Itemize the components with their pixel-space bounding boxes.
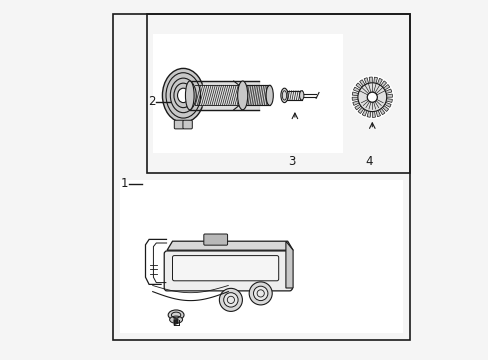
FancyBboxPatch shape (152, 34, 343, 153)
Ellipse shape (162, 68, 204, 122)
Ellipse shape (169, 316, 182, 323)
Wedge shape (364, 78, 368, 85)
Wedge shape (385, 94, 392, 97)
Ellipse shape (177, 88, 189, 103)
Wedge shape (378, 107, 384, 114)
Text: 1: 1 (121, 177, 128, 190)
Wedge shape (376, 78, 382, 86)
Wedge shape (375, 109, 380, 117)
FancyBboxPatch shape (183, 120, 192, 129)
Text: 4: 4 (364, 155, 372, 168)
Wedge shape (362, 108, 367, 116)
Wedge shape (351, 92, 359, 96)
Circle shape (349, 75, 393, 119)
Ellipse shape (357, 83, 386, 112)
Wedge shape (359, 80, 365, 87)
Ellipse shape (253, 286, 267, 301)
Wedge shape (368, 77, 371, 84)
Ellipse shape (299, 91, 303, 100)
FancyBboxPatch shape (164, 251, 292, 291)
Wedge shape (366, 110, 370, 117)
Wedge shape (384, 99, 391, 102)
Ellipse shape (249, 282, 272, 305)
Wedge shape (384, 89, 391, 94)
Wedge shape (371, 110, 375, 117)
Ellipse shape (174, 83, 192, 108)
Ellipse shape (280, 88, 287, 103)
Circle shape (366, 92, 377, 102)
Wedge shape (353, 87, 360, 93)
Ellipse shape (166, 73, 200, 118)
Ellipse shape (265, 85, 273, 105)
Ellipse shape (219, 288, 242, 311)
Ellipse shape (237, 81, 247, 110)
FancyBboxPatch shape (203, 234, 227, 245)
Wedge shape (382, 85, 389, 91)
Wedge shape (352, 100, 360, 105)
Wedge shape (381, 105, 388, 112)
Ellipse shape (170, 78, 196, 113)
Wedge shape (355, 83, 363, 90)
Wedge shape (357, 106, 364, 113)
Wedge shape (354, 104, 362, 110)
Wedge shape (379, 81, 386, 88)
Ellipse shape (185, 81, 194, 110)
Bar (113, 14, 409, 340)
Wedge shape (383, 102, 390, 107)
FancyBboxPatch shape (172, 256, 278, 281)
Wedge shape (373, 77, 377, 85)
Ellipse shape (168, 310, 183, 320)
Ellipse shape (223, 293, 238, 307)
Text: 2: 2 (147, 95, 155, 108)
FancyBboxPatch shape (174, 120, 183, 129)
Polygon shape (167, 241, 292, 250)
FancyBboxPatch shape (120, 180, 402, 333)
Polygon shape (285, 241, 292, 288)
Bar (147, 14, 409, 173)
Text: 3: 3 (288, 155, 295, 168)
Wedge shape (351, 97, 359, 100)
